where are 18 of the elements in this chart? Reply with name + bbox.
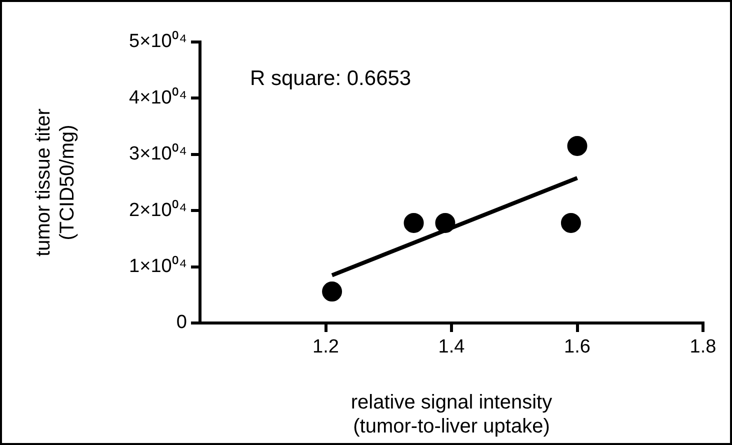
point [560, 212, 581, 233]
x-tick-label: 1.2 [312, 336, 339, 358]
point [322, 282, 342, 302]
y-tick-label: 1×10⁰⁴ [129, 255, 187, 278]
y-axis-title: tumor tissue titer (TCID50/mg) [32, 108, 79, 256]
y-tick-label: 2×10⁰⁴ [129, 198, 187, 221]
y-tick-label: 0 [176, 312, 187, 334]
y-tick-label: 4×10⁰⁴ [129, 86, 187, 108]
annotation: R square: 0.6653 [250, 66, 412, 90]
x-axis-title: relative signal intensity (tumor-to-liver uptake) [350, 392, 552, 438]
x-tick-label: 1.8 [690, 336, 716, 358]
point [435, 212, 456, 233]
point [404, 212, 424, 233]
y-tick-label: 3×10⁰⁴ [129, 142, 187, 165]
x-tick-label: 1.4 [438, 336, 466, 358]
x-tick-label: 1.6 [564, 336, 590, 358]
point [567, 136, 588, 156]
y-tick-label: 5×10⁰⁴ [129, 30, 187, 52]
